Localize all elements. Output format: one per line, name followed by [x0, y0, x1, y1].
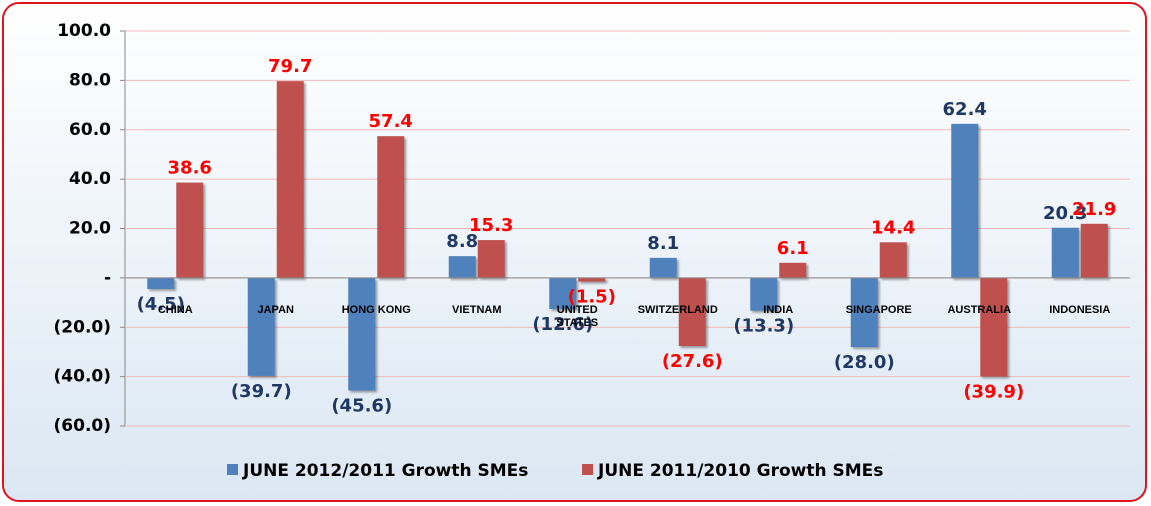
bar: [477, 240, 505, 278]
x-tick-label: SWITZERLAND: [637, 303, 718, 316]
bar: [1080, 223, 1108, 278]
value-label: (4.5): [137, 294, 185, 315]
bar: [678, 277, 706, 347]
value-label: 20.3: [1043, 203, 1087, 224]
bar: [649, 257, 677, 278]
y-tick-label: (20.0): [54, 317, 111, 337]
bar: [348, 277, 376, 391]
x-tick-label: INDIA: [763, 303, 794, 316]
y-tick-label: 60.0: [69, 120, 111, 140]
bar: [276, 81, 304, 278]
value-label: (39.7): [231, 381, 292, 402]
bar: [247, 277, 275, 376]
value-label: 38.6: [168, 158, 212, 179]
x-tick-label: JAPAN: [257, 303, 294, 316]
value-label: (12.6): [532, 314, 593, 335]
y-tick-label: 80.0: [69, 70, 111, 90]
bar: [850, 277, 878, 347]
bar: [951, 123, 979, 278]
value-label: (39.9): [963, 381, 1024, 402]
x-tick-label: INDONESIA: [1049, 303, 1111, 316]
legend-label: JUNE 2012/2011 Growth SMEs: [242, 461, 528, 481]
value-label: (45.6): [331, 395, 392, 416]
x-tick-label: SINGAPORE: [845, 303, 912, 316]
x-tick-label: CHINA: [157, 303, 193, 316]
y-tick-label: 20.0: [69, 219, 111, 239]
value-label: 8.1: [647, 233, 679, 254]
y-tick-label: 40.0: [69, 169, 111, 189]
x-tick-label: HONG KONG: [341, 303, 411, 316]
value-label: (27.6): [662, 351, 723, 372]
bar: [549, 277, 577, 309]
legend-swatch: [582, 464, 593, 475]
bar: [578, 277, 606, 282]
y-tick-label: 100.0: [57, 21, 111, 41]
value-label: 6.1: [777, 238, 809, 259]
legend-label: JUNE 2011/2010 Growth SMEs: [597, 461, 883, 481]
bar: [750, 277, 778, 311]
legend-swatch: [227, 464, 238, 475]
y-tick-label: -: [104, 268, 111, 288]
value-label: (1.5): [568, 287, 616, 308]
bar: [147, 277, 175, 289]
bar: [1051, 227, 1079, 278]
bar: [779, 262, 807, 278]
value-label: (13.3): [733, 316, 794, 337]
y-tick-label: (60.0): [54, 416, 111, 436]
value-label: 8.8: [446, 231, 478, 252]
bar: [176, 182, 204, 278]
value-label: (28.0): [834, 352, 895, 373]
value-label: 14.4: [871, 217, 915, 238]
value-label: 15.3: [469, 215, 513, 236]
bar: [879, 242, 907, 278]
value-label: 21.9: [1072, 199, 1116, 220]
bar: [377, 136, 405, 278]
bar: [980, 277, 1008, 377]
value-label: 79.7: [268, 56, 312, 77]
value-label: 62.4: [943, 99, 987, 120]
x-tick-label: AUSTRALIA: [947, 303, 1012, 316]
x-tick-label: VIETNAM: [452, 303, 502, 316]
value-label: 57.4: [369, 111, 413, 132]
y-tick-label: (40.0): [54, 367, 111, 387]
bar: [448, 256, 476, 278]
x-tick-label: UNITED STATES: [556, 303, 599, 329]
